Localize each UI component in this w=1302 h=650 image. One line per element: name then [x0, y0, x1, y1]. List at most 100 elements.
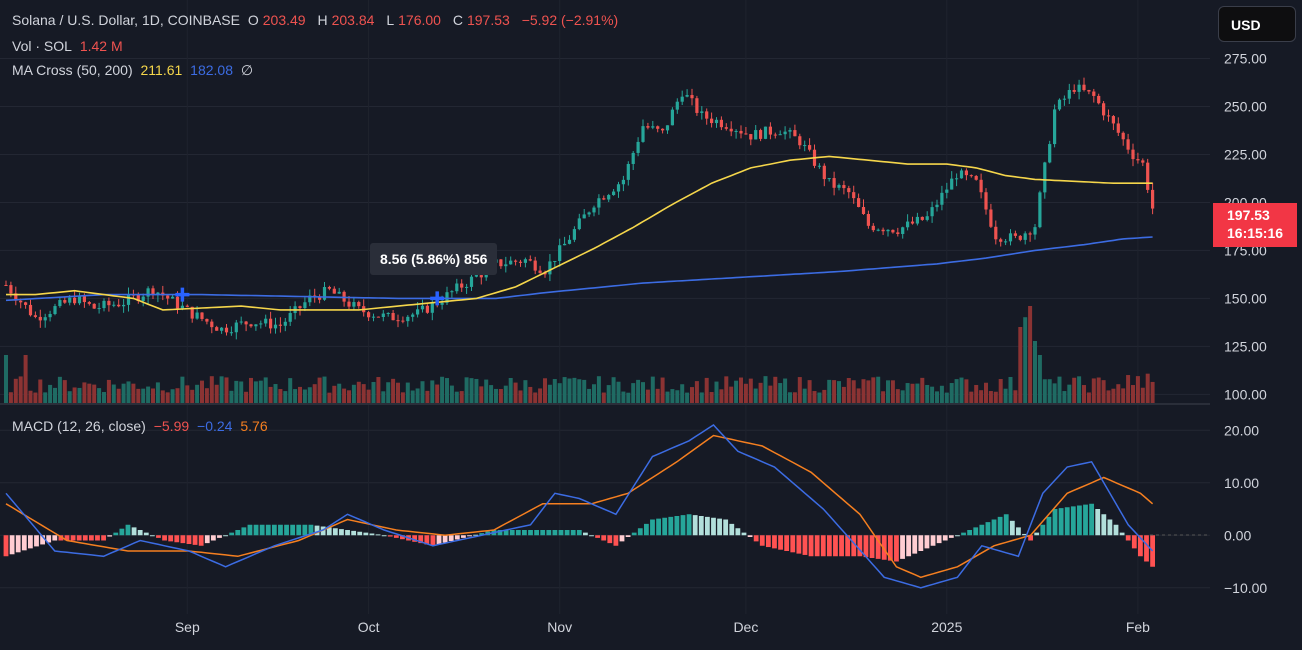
volume-bar — [660, 377, 665, 404]
candle-body — [719, 119, 723, 128]
candle-body — [896, 232, 900, 234]
candle-body — [1136, 159, 1140, 161]
macd-hist-bar — [900, 535, 905, 559]
macd-hist-bar — [448, 535, 454, 542]
candle-body — [871, 225, 875, 231]
volume-bar — [302, 389, 307, 404]
macd-hist-bar — [27, 535, 33, 549]
macd-hist-bar — [393, 535, 399, 538]
macd-hist-bar — [442, 535, 448, 543]
macd-hist-bar — [345, 530, 350, 536]
volume-bar — [739, 377, 743, 404]
candle-body — [920, 216, 924, 220]
candle-body — [112, 304, 116, 306]
volume-bar — [969, 391, 974, 404]
candle-body — [597, 198, 601, 208]
candlesticks — [4, 77, 1155, 340]
volume-bar — [190, 389, 195, 404]
candle-body — [264, 318, 268, 324]
volume-bar — [503, 385, 508, 404]
macd-hist-bar — [1028, 535, 1034, 541]
volume-bar — [719, 389, 724, 404]
macd-hist-bar — [198, 535, 204, 546]
volume-bar — [543, 378, 547, 404]
candle-body — [685, 95, 689, 97]
macd-hist-bar — [955, 535, 960, 537]
macd-hist-bar — [424, 535, 430, 545]
volume-bar — [391, 378, 396, 404]
macd-hist-bar — [58, 535, 64, 541]
currency-button[interactable]: USD — [1218, 6, 1296, 42]
symbol-legend: Solana / U.S. Dollar, 1D, COINBASE O 203.… — [12, 12, 619, 28]
macd-hist-bar — [88, 535, 94, 541]
macd-hist-bar — [1131, 535, 1137, 549]
volume-bar — [587, 388, 592, 404]
candle-body — [563, 243, 567, 246]
volume-bar — [420, 381, 425, 404]
macd-hist-bar — [156, 535, 161, 538]
macd-hist-bar — [82, 535, 88, 541]
candle-body — [136, 294, 140, 302]
macd-hist-bar — [802, 535, 808, 555]
volume-bar — [219, 376, 224, 404]
macd-hist-bar — [46, 535, 52, 543]
candle-body — [714, 119, 719, 124]
candle-body — [440, 302, 444, 305]
macd-hist-bar — [290, 524, 296, 536]
macd-tick-label: 10.00 — [1224, 475, 1259, 491]
volume-bar — [1042, 379, 1047, 404]
volume-bar — [160, 390, 165, 404]
macd-hist-bar — [113, 532, 119, 536]
macd-hist-bar — [924, 535, 930, 549]
volume-bar — [151, 388, 155, 404]
candle-body — [224, 327, 229, 333]
candle-body — [1043, 162, 1047, 193]
macd-hist-bar — [351, 530, 357, 536]
volume-bar — [62, 380, 67, 404]
candle-body — [1067, 89, 1071, 99]
candle-body — [229, 332, 233, 334]
candle-body — [288, 313, 292, 322]
candle-body — [68, 297, 72, 303]
candle-body — [430, 302, 434, 313]
volume-bar — [185, 385, 190, 404]
candle-body — [381, 313, 385, 318]
macd-tick-label: 20.00 — [1224, 422, 1259, 438]
candle-body — [910, 221, 915, 224]
candle-body — [234, 322, 238, 333]
volume-bar — [935, 391, 939, 404]
macd-hist-bar — [820, 535, 826, 557]
candle-body — [817, 165, 821, 167]
candle-body — [1057, 99, 1062, 110]
volume-bar — [964, 379, 969, 404]
macd-hist-bar — [143, 532, 149, 536]
volume-bar — [1023, 317, 1028, 404]
candle-body — [626, 163, 630, 180]
macd-hist-bar — [1125, 535, 1131, 541]
volume-bar — [552, 379, 557, 404]
candle-body — [376, 316, 380, 318]
macd-hist-bar — [997, 516, 1003, 536]
volume-bar — [690, 387, 694, 404]
volume-bar — [1037, 355, 1042, 404]
candle-body — [499, 259, 503, 267]
macd-hist-bar — [631, 532, 637, 536]
candle-body — [19, 300, 23, 303]
macd-hist-bar — [839, 535, 844, 557]
volume-bar — [567, 378, 572, 404]
macd-hist-bar — [479, 533, 485, 536]
macd-hist-bar — [711, 517, 716, 536]
candle-body — [778, 134, 782, 136]
macd-hist-bar — [680, 515, 686, 536]
volume-bar — [116, 388, 121, 404]
volume-bar — [347, 390, 351, 404]
volume-bar — [988, 391, 993, 404]
volume-bar — [1131, 385, 1135, 404]
macd-hist-bar — [467, 535, 472, 537]
candle-body — [332, 288, 336, 294]
candle-body — [77, 296, 82, 304]
candle-body — [4, 284, 8, 286]
candle-body — [87, 302, 91, 304]
volume-bar — [469, 378, 474, 404]
